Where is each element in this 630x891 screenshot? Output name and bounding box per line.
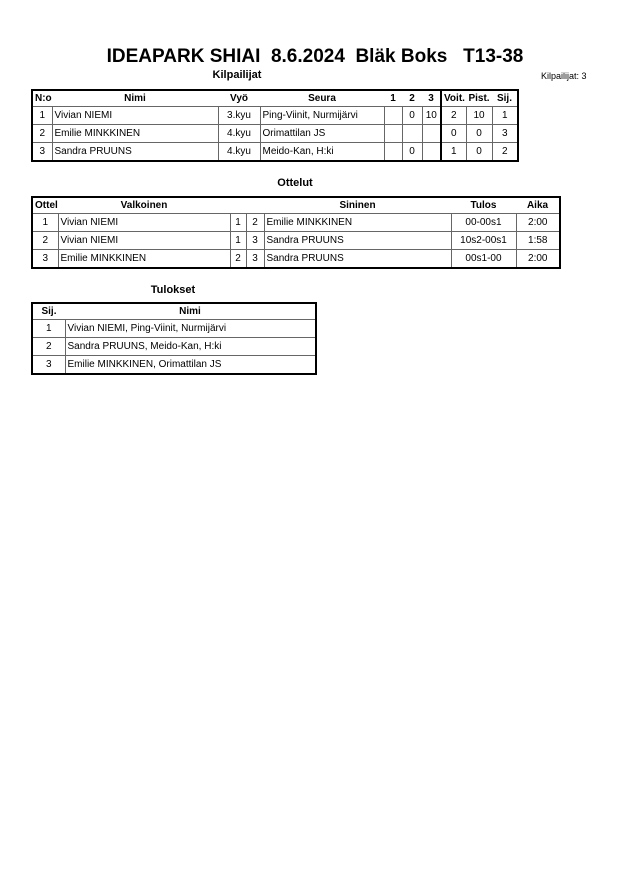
table-cell: 0 (465, 124, 493, 143)
table-cell: 4.kyu (217, 124, 261, 143)
competitors-table: N:o Nimi Vyö Seura 1 2 3 Voit. Pist. Sij. 1 Vivian … (31, 89, 519, 162)
table-cell: Emilie MINKKINEN, Orimattilan JS (64, 355, 317, 375)
table-cell: 10s2-00s1 (450, 231, 517, 250)
column-header: Pist. (466, 90, 492, 107)
table-cell: 2:00 (515, 213, 561, 232)
table-cell: 3 (31, 142, 53, 162)
table-cell: 2 (31, 231, 59, 250)
competitors-title: Kilpailijat (212, 69, 262, 81)
table-cell: 1 (229, 213, 247, 232)
table-cell: Sandra PRUUNS, Meido-Kan, H:ki (64, 337, 317, 356)
table-cell: Ping-Viinit, Nurmijärvi (259, 106, 385, 125)
table-cell: 2 (229, 249, 247, 269)
table-row: 1 Vivian NIEMI 3.kyu Ping-Viinit, Nurmijärv… (31, 106, 519, 125)
column-header: Nimi (65, 303, 316, 320)
table-cell: Meido-Kan, H:ki (259, 142, 385, 162)
table-cell: Emilie MINKKINEN (51, 124, 219, 143)
table-cell: 0 (465, 142, 493, 162)
table-row: 3 Emilie MINKKINEN 2 3 Sandra PRUUNS 00s1-00 2… (31, 249, 561, 269)
table-row: 2 Emilie MINKKINEN 4.kyu Orimattilan JS 0 0 3 (31, 124, 519, 143)
table-cell (421, 142, 442, 162)
competitor-count: Kilpailijat: 3 (541, 71, 587, 81)
column-header: 1 (384, 90, 402, 107)
table-row: 1 Vivian NIEMI 1 2 Emilie MINKKINEN 00-00s1 2:… (31, 213, 561, 232)
column-header: N:o (32, 90, 52, 107)
table-cell (383, 142, 403, 162)
table-cell: 2:00 (515, 249, 561, 269)
table-cell: 1:58 (515, 231, 561, 250)
table-cell: 1 (229, 231, 247, 250)
table-cell: 00-00s1 (450, 213, 517, 232)
table-cell: 4.kyu (217, 142, 261, 162)
table-cell: 1 (31, 319, 66, 338)
table-cell: 2 (491, 142, 519, 162)
table-cell: Vivian NIEMI (51, 106, 219, 125)
column-header: 3 (422, 90, 441, 107)
column-header: 2 (402, 90, 422, 107)
table-cell: Orimattilan JS (259, 124, 385, 143)
table-cell: 0 (401, 142, 423, 162)
table-row: 1 Vivian NIEMI, Ping-Viinit, Nurmijärvi (31, 319, 317, 338)
table-cell: 0 (440, 124, 467, 143)
table-cell (383, 106, 403, 125)
table-cell: 3 (31, 355, 66, 375)
table-row: 2 Sandra PRUUNS, Meido-Kan, H:ki (31, 337, 317, 356)
matches-title: Ottelut (277, 177, 313, 189)
results-title: Tulokset (150, 284, 196, 296)
table-cell: Vivian NIEMI, Ping-Viinit, Nurmijärvi (64, 319, 317, 338)
table-row: 3 Sandra PRUUNS 4.kyu Meido-Kan, H:ki 0 1 0 2 (31, 142, 519, 162)
table-cell: 1 (491, 106, 519, 125)
table-cell: 10 (421, 106, 442, 125)
table-cell: 0 (401, 106, 423, 125)
table-cell: 2 (31, 124, 53, 143)
table-cell: 3 (245, 231, 265, 250)
table-row: 3 Emilie MINKKINEN, Orimattilan JS (31, 355, 317, 375)
table-cell: 3 (245, 249, 265, 269)
table-cell: 3 (491, 124, 519, 143)
column-header: Sininen (264, 197, 451, 214)
column-header: Ottelu (32, 197, 58, 214)
page-title: IDEAPARK SHIAI 8.6.2024 Bläk Boks T13-38 (106, 46, 524, 67)
column-header: Voit. (440, 90, 466, 107)
table-cell: Emilie MINKKINEN (57, 249, 231, 269)
table-cell: Sandra PRUUNS (263, 231, 452, 250)
table-cell: 2 (245, 213, 265, 232)
table-cell: Vivian NIEMI (57, 213, 231, 232)
column-header: Tulos (451, 197, 516, 214)
table-cell: 1 (440, 142, 467, 162)
column-header: Sij. (32, 303, 65, 320)
table-row: 2 Vivian NIEMI 1 3 Sandra PRUUNS 10s2-00s1 1:5… (31, 231, 561, 250)
table-cell: Sandra PRUUNS (51, 142, 219, 162)
column-header: Seura (260, 90, 384, 107)
column-header (246, 197, 264, 214)
table-cell: 1 (31, 213, 59, 232)
table-cell: Sandra PRUUNS (263, 249, 452, 269)
table-cell: 1 (31, 106, 53, 125)
column-header: Vyö (218, 90, 260, 107)
table-cell: 2 (31, 337, 66, 356)
table-cell: 3.kyu (217, 106, 261, 125)
column-header: Valkoinen (58, 197, 230, 214)
table-cell: 10 (465, 106, 493, 125)
table-cell: 00s1-00 (450, 249, 517, 269)
results-table: Sij. Nimi 1 Vivian NIEMI, Ping-Viinit, Nurm… (31, 302, 317, 375)
table-cell: Emilie MINKKINEN (263, 213, 452, 232)
column-header: Sij. (492, 90, 518, 107)
table-cell: 3 (31, 249, 59, 269)
table-cell (421, 124, 442, 143)
table-cell (401, 124, 423, 143)
column-header: Nimi (52, 90, 218, 107)
table-cell: 2 (440, 106, 467, 125)
table-cell: Vivian NIEMI (57, 231, 231, 250)
column-header: Aika (516, 197, 560, 214)
table-cell (383, 124, 403, 143)
column-header (230, 197, 246, 214)
